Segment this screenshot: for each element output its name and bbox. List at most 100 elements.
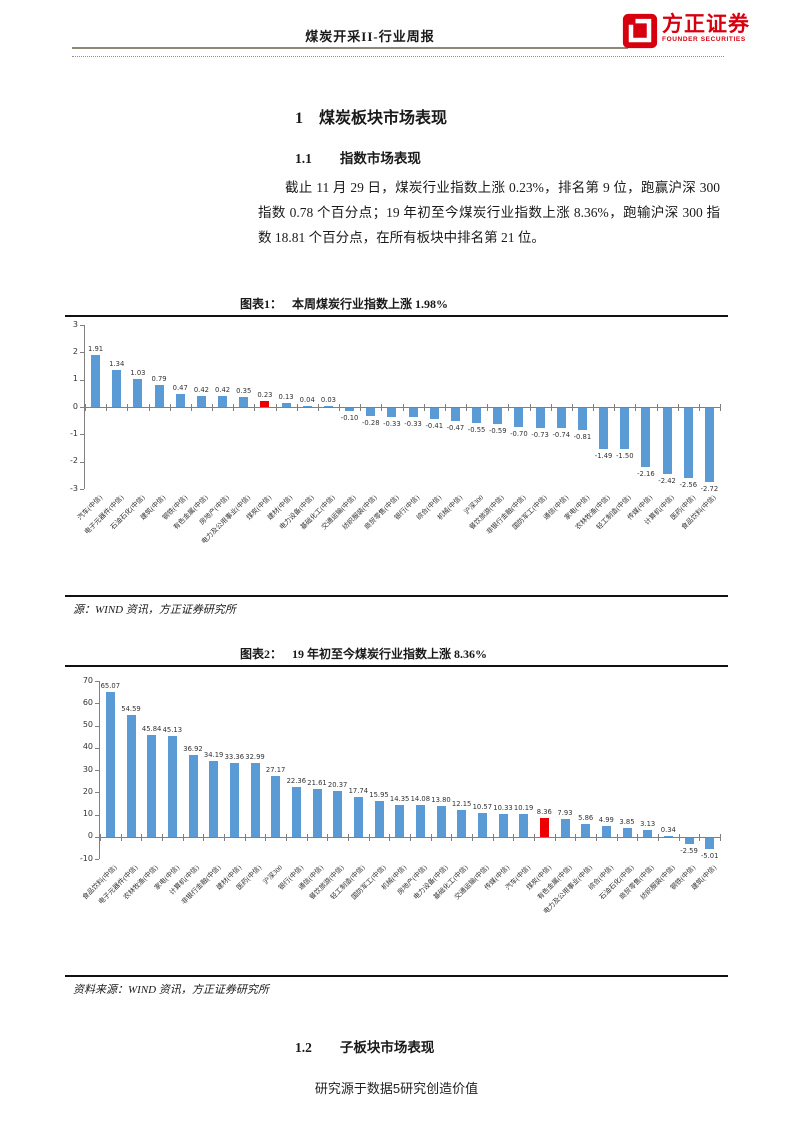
y-tick-label: 70 bbox=[82, 675, 93, 685]
figure-2: 图表2： 19 年初至今煤炭行业指数上涨 8.36% 70 60 50 40 30 20 10… bbox=[65, 645, 728, 997]
x-axis-tick bbox=[389, 833, 390, 841]
bar-value-label: 20.37 bbox=[327, 781, 348, 790]
bar-value-label: 0.04 bbox=[299, 395, 315, 404]
x-axis-tick bbox=[614, 404, 615, 411]
y-tick-label: 2 bbox=[72, 346, 78, 356]
bar bbox=[250, 763, 260, 837]
x-axis-tick bbox=[593, 404, 594, 411]
bar bbox=[581, 823, 591, 837]
figure-2-caption-text: 19 年初至今煤炭行业指数上涨 8.36% bbox=[292, 647, 488, 661]
bar-value-label: -0.10 bbox=[340, 413, 359, 422]
x-axis-tick bbox=[530, 404, 531, 411]
bar bbox=[662, 408, 672, 475]
bar-value-label: -2.42 bbox=[658, 477, 676, 486]
y-tick-label: 40 bbox=[82, 742, 93, 752]
bar-value-label: 33.36 bbox=[224, 752, 245, 761]
x-axis-tick bbox=[276, 404, 277, 411]
y-tick-label: 50 bbox=[82, 720, 93, 729]
bar-value-label: -1.49 bbox=[594, 451, 613, 460]
bar-value-label: -2.72 bbox=[700, 485, 719, 494]
y-axis-tick bbox=[80, 462, 84, 463]
x-axis-tick bbox=[555, 833, 556, 841]
bar-value-label: 54.59 bbox=[121, 705, 141, 714]
bar-value-label: -0.33 bbox=[404, 420, 422, 429]
bar-value-label: -2.16 bbox=[637, 470, 655, 479]
bar-value-label: 0.35 bbox=[236, 387, 252, 396]
bar-value-label: -5.01 bbox=[700, 851, 719, 860]
y-axis-line bbox=[99, 681, 100, 859]
x-axis-tick bbox=[191, 404, 192, 411]
figure-1: 图表1： 本周煤炭行业指数上涨 1.98% 3 2 1 0 -1 -2 -3 1.91 汽车(中信… bbox=[65, 295, 728, 617]
bar-value-label: 12.15 bbox=[451, 799, 472, 808]
footer-page-number: 5 bbox=[392, 1081, 401, 1096]
bar bbox=[493, 408, 503, 425]
bar bbox=[395, 804, 405, 837]
bar-value-label: -1.50 bbox=[615, 452, 634, 460]
x-axis-tick bbox=[265, 833, 266, 841]
bar bbox=[663, 835, 673, 837]
bar bbox=[333, 791, 343, 837]
bar bbox=[229, 762, 239, 837]
x-axis-tick bbox=[286, 833, 287, 841]
section-1-number: 1 bbox=[295, 110, 303, 127]
x-axis-tick bbox=[297, 404, 298, 411]
bar-value-label: 3.85 bbox=[619, 818, 635, 827]
bar-value-label: 10.19 bbox=[513, 804, 534, 813]
figure-1-source: 源：WIND 资讯，方正证券研究所 bbox=[73, 604, 236, 616]
bar bbox=[366, 408, 376, 416]
bar-value-label: 17.74 bbox=[348, 787, 369, 796]
bar bbox=[577, 408, 587, 431]
bar-value-label: 1.34 bbox=[109, 360, 125, 369]
x-axis-tick bbox=[121, 833, 122, 841]
y-tick-label: -1 bbox=[70, 428, 78, 438]
bar bbox=[323, 406, 333, 407]
y-tick-label: -10 bbox=[79, 853, 93, 863]
bar bbox=[684, 837, 694, 844]
bar-value-label: 0.03 bbox=[320, 396, 336, 404]
figure-1-caption-text: 本周煤炭行业指数上涨 1.98% bbox=[292, 297, 449, 311]
y-tick-label: 10 bbox=[82, 809, 93, 818]
bar-value-label: 15.95 bbox=[369, 791, 389, 800]
x-axis-tick bbox=[360, 404, 361, 411]
bar bbox=[260, 400, 270, 407]
x-axis-tick bbox=[254, 404, 255, 411]
bar-value-label: 0.79 bbox=[151, 375, 167, 384]
x-axis-tick bbox=[678, 404, 679, 411]
x-axis-tick bbox=[596, 833, 597, 841]
y-axis-tick bbox=[80, 407, 84, 408]
bar-value-label: 21.61 bbox=[307, 778, 327, 787]
bar bbox=[345, 408, 355, 411]
x-axis-tick bbox=[106, 404, 107, 411]
bar bbox=[498, 813, 508, 837]
bar bbox=[281, 403, 291, 407]
x-axis-tick bbox=[149, 404, 150, 411]
figure-2-caption: 图表2： 19 年初至今煤炭行业指数上涨 8.36% bbox=[65, 645, 728, 665]
bar bbox=[601, 825, 611, 837]
bar-value-label: 8.36 bbox=[536, 808, 552, 817]
bar bbox=[477, 813, 487, 837]
bar bbox=[353, 797, 363, 837]
x-axis-tick bbox=[203, 833, 204, 841]
figure-1-caption-label: 图表1： bbox=[240, 297, 283, 311]
x-axis-tick bbox=[403, 404, 404, 411]
x-axis-tick bbox=[466, 404, 467, 411]
logo-english-name: FOUNDER SECURITIES bbox=[662, 36, 746, 44]
bar-value-label: -0.74 bbox=[552, 431, 571, 440]
x-axis-tick bbox=[472, 833, 473, 841]
x-axis-tick bbox=[327, 833, 328, 841]
bar-value-label: -0.55 bbox=[467, 426, 486, 435]
x-axis-tick bbox=[699, 833, 700, 841]
footer-slogan-right: 研究创造价值 bbox=[400, 1081, 479, 1096]
x-axis-tick bbox=[127, 404, 128, 411]
bar bbox=[133, 378, 143, 407]
bar bbox=[105, 691, 115, 837]
bar bbox=[188, 754, 198, 837]
bar-value-label: 0.47 bbox=[172, 384, 188, 393]
y-axis-tick bbox=[95, 726, 99, 727]
bar bbox=[535, 408, 545, 428]
bar-value-label: -0.73 bbox=[531, 430, 549, 439]
x-axis-line bbox=[85, 407, 720, 408]
section-1-heading: 1 煤炭板块市场表现 bbox=[295, 104, 447, 128]
y-axis-tick bbox=[80, 380, 84, 381]
x-axis-tick bbox=[637, 833, 638, 841]
